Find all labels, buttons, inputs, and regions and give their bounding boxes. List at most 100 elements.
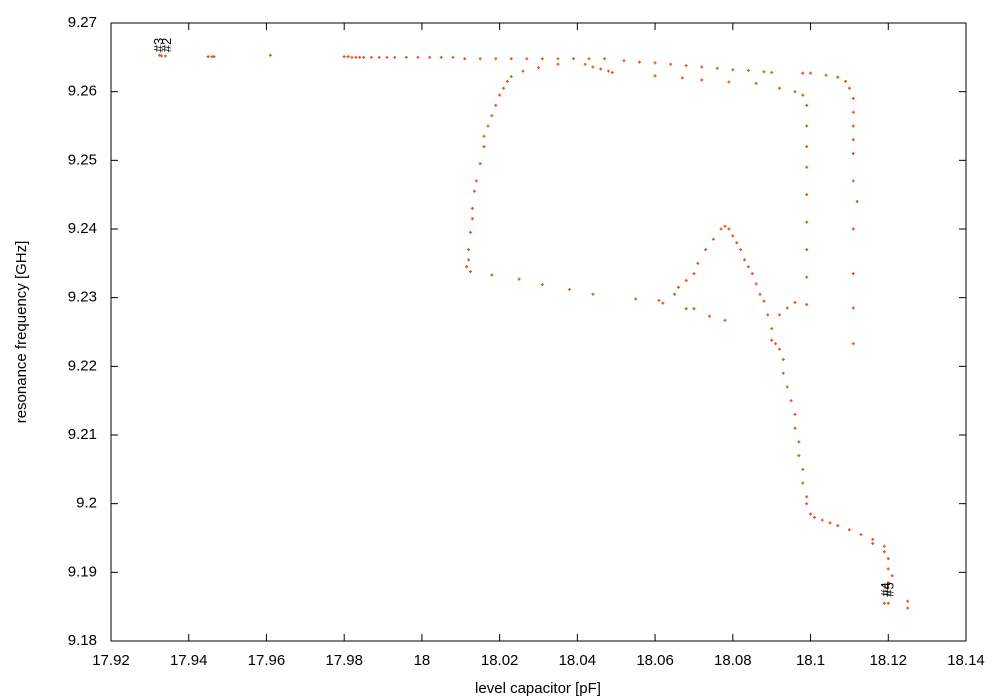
point — [801, 481, 805, 485]
y-tick-label: 9.25 — [68, 151, 97, 168]
point — [692, 307, 696, 311]
point — [793, 90, 797, 94]
point — [486, 124, 490, 128]
point — [653, 61, 657, 65]
point — [482, 134, 486, 138]
point — [793, 426, 797, 430]
point — [859, 533, 863, 537]
point — [851, 342, 855, 346]
point — [704, 248, 708, 252]
point — [603, 57, 607, 61]
plot-frame — [110, 22, 967, 642]
point — [540, 283, 544, 287]
point — [490, 114, 494, 118]
point — [568, 287, 572, 291]
x-tick-label: 18.06 — [636, 652, 674, 669]
point — [684, 64, 688, 68]
point — [758, 292, 762, 296]
point — [801, 467, 805, 471]
point — [836, 75, 840, 79]
point — [805, 193, 809, 197]
point — [746, 265, 750, 269]
point — [793, 412, 797, 416]
point — [886, 557, 890, 561]
point — [777, 347, 781, 351]
point — [692, 272, 696, 276]
x-tick-label: 17.96 — [248, 652, 286, 669]
annotation: #5 — [882, 582, 897, 596]
point — [653, 74, 657, 78]
point — [212, 55, 216, 59]
point — [766, 313, 770, 317]
point — [591, 65, 595, 69]
point — [762, 70, 766, 74]
x-tick-label: 18.12 — [869, 652, 907, 669]
point — [785, 306, 789, 310]
annotation: #2 — [159, 38, 174, 52]
point — [754, 282, 758, 286]
point — [599, 67, 603, 71]
point — [906, 606, 910, 610]
point — [404, 55, 408, 59]
point — [661, 301, 665, 305]
point — [416, 55, 420, 59]
point — [847, 528, 851, 532]
point — [774, 342, 778, 346]
point — [537, 66, 540, 70]
point — [428, 55, 432, 59]
point — [793, 300, 797, 304]
x-tick-label: 18.14 — [947, 652, 985, 669]
point — [494, 103, 498, 107]
point — [160, 54, 164, 58]
point — [871, 541, 875, 545]
point — [509, 75, 513, 79]
point — [805, 103, 809, 107]
point — [828, 521, 832, 525]
point — [472, 189, 476, 193]
point — [855, 200, 859, 204]
point — [851, 97, 855, 101]
point — [346, 55, 350, 59]
point — [470, 217, 474, 221]
point — [805, 248, 809, 252]
x-tick-label: 17.98 — [325, 652, 363, 669]
y-tick-label: 9.27 — [68, 14, 97, 31]
point — [727, 227, 731, 231]
point — [886, 581, 890, 585]
y-tick-label: 9.2 — [76, 495, 97, 512]
point — [723, 318, 727, 322]
point — [494, 57, 498, 61]
point — [517, 277, 521, 281]
point — [789, 399, 793, 403]
point — [385, 55, 389, 59]
point — [638, 60, 642, 64]
y-axis-label: resonance frequency [GHz] — [13, 241, 30, 424]
point — [781, 371, 785, 375]
point — [468, 230, 472, 234]
point — [587, 57, 591, 61]
point — [770, 338, 774, 342]
point — [781, 357, 785, 361]
point — [684, 279, 688, 282]
y-tick-label: 9.19 — [68, 563, 97, 580]
point — [525, 57, 529, 61]
point — [847, 86, 851, 90]
point — [836, 524, 840, 528]
point — [785, 385, 789, 389]
point — [478, 162, 482, 166]
point — [777, 313, 781, 317]
point — [882, 544, 886, 548]
point — [742, 258, 746, 262]
point — [851, 272, 855, 276]
point — [490, 273, 494, 277]
y-tick-label: 9.21 — [68, 426, 97, 443]
annotation: #3 — [151, 38, 166, 52]
point — [797, 440, 801, 444]
point — [805, 502, 809, 506]
point — [540, 57, 544, 61]
point — [467, 258, 471, 262]
point — [669, 62, 673, 66]
point — [851, 179, 855, 183]
point — [824, 73, 828, 77]
